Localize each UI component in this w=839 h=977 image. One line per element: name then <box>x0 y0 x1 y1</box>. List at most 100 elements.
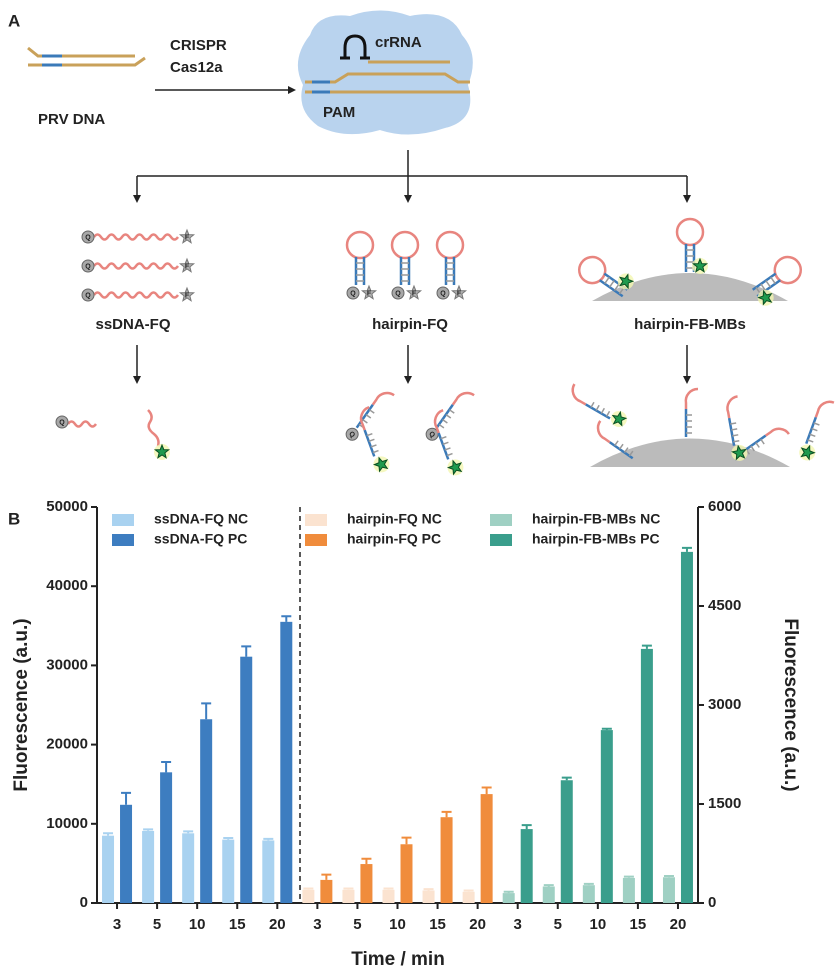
quencher-label: Q <box>350 290 356 297</box>
quencher <box>346 286 360 300</box>
y-tick-label: 40000 <box>46 577 88 594</box>
x-tick-label: 10 <box>589 916 606 933</box>
bar <box>280 621 293 903</box>
base-pairs <box>730 422 740 443</box>
quencher <box>81 259 95 273</box>
loop <box>675 217 705 247</box>
loop <box>577 255 607 285</box>
x-tick-label: 3 <box>514 916 522 933</box>
bar <box>662 877 675 903</box>
error-bar <box>481 786 492 795</box>
bar <box>560 780 573 903</box>
loop <box>726 395 738 419</box>
probe-group <box>577 255 635 298</box>
fluorophore-label: F <box>185 292 190 299</box>
bar <box>262 840 275 903</box>
bar <box>480 794 493 903</box>
quencher <box>81 288 95 302</box>
x-tick-label: 20 <box>670 916 687 933</box>
x-tick-label: 10 <box>189 916 206 933</box>
loop <box>345 230 375 260</box>
loop <box>390 230 420 260</box>
error-bar <box>641 644 652 649</box>
probe-group: Q <box>425 391 475 441</box>
bar <box>440 817 453 903</box>
error-bar <box>361 857 372 865</box>
quencher <box>81 230 95 244</box>
error-bar <box>441 810 452 818</box>
quencher-label: Q <box>395 290 401 297</box>
error-bar <box>423 888 434 891</box>
crrna-hairpin <box>340 34 370 60</box>
error-bar <box>601 727 612 731</box>
base-pairs <box>604 276 625 295</box>
fluorophore <box>178 286 196 302</box>
error-bar <box>343 887 354 890</box>
panel-label: A <box>8 11 20 30</box>
fluorophore <box>611 410 628 427</box>
quencher <box>345 427 359 441</box>
probe-group <box>596 420 634 460</box>
base-pairs <box>446 262 454 282</box>
error-bar <box>543 884 554 887</box>
loop <box>435 230 465 260</box>
x-tick-label: 20 <box>269 916 286 933</box>
fluorophore-label: F <box>185 234 190 241</box>
error-bar <box>121 791 132 805</box>
y-tick-label: 50000 <box>46 498 88 515</box>
fluorophore <box>178 257 196 273</box>
fluorophore <box>618 273 635 290</box>
bar <box>400 844 413 903</box>
fluorophore <box>450 284 468 300</box>
x-tick-label: 5 <box>153 916 161 933</box>
pam-site <box>312 80 330 94</box>
arrow <box>136 150 688 377</box>
arrowhead <box>288 86 296 94</box>
error-bar <box>183 830 194 834</box>
fluorophore <box>800 444 816 461</box>
y2-axis-title: Fluorescence (a.u.) <box>780 618 801 791</box>
bar <box>160 772 173 903</box>
base-pairs <box>807 422 820 443</box>
quencher-label: Q <box>347 431 356 440</box>
bar <box>542 886 555 903</box>
bar <box>142 830 155 903</box>
x-tick-label: 3 <box>313 916 321 933</box>
y2-tick-label: 4500 <box>708 597 741 614</box>
bar <box>520 829 533 903</box>
legend-label: hairpin-FQ NC <box>347 511 442 527</box>
y-tick-label: 10000 <box>46 815 88 832</box>
loop <box>764 427 790 437</box>
x-tick-label: 15 <box>229 916 246 933</box>
magnetic-bead <box>590 438 790 467</box>
error-bar <box>161 761 172 773</box>
pam-site <box>42 54 62 67</box>
quencher-label: Q <box>85 292 91 299</box>
ssdna <box>92 233 180 241</box>
stem <box>805 416 817 445</box>
fluorophore <box>757 289 773 306</box>
fluorophore <box>405 284 423 300</box>
quencher-label: Q <box>440 290 446 297</box>
error-bar <box>303 887 314 890</box>
legend-swatch <box>490 514 512 526</box>
quencher <box>391 286 405 300</box>
y2-tick-label: 3000 <box>708 696 741 713</box>
bar <box>320 879 333 903</box>
bar <box>342 889 355 903</box>
fluorophore-label: F <box>367 290 372 297</box>
legend-swatch <box>305 534 327 546</box>
error-bar <box>103 832 114 836</box>
base-pairs <box>590 401 611 417</box>
error-bar <box>681 546 692 552</box>
panel-label: B <box>8 509 20 528</box>
y-tick-label: 30000 <box>46 656 88 673</box>
x-tick-label: 15 <box>630 916 647 933</box>
quencher <box>436 286 450 300</box>
y2-tick-label: 1500 <box>708 795 741 812</box>
legend-label: ssDNA-FQ PC <box>154 531 247 547</box>
